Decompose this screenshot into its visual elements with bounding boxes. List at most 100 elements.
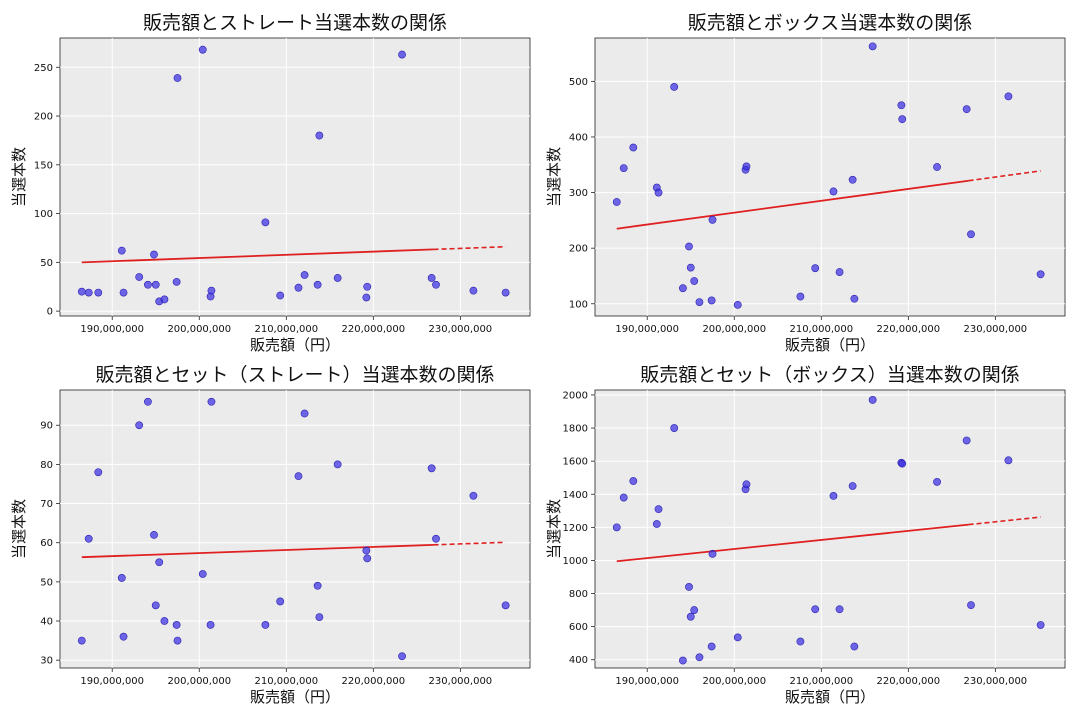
data-point [962, 436, 971, 445]
data-point [150, 250, 158, 259]
data-point [173, 636, 182, 645]
data-point [835, 268, 844, 276]
data-point [84, 288, 93, 297]
data-point [363, 282, 372, 291]
trend-line [81, 248, 434, 264]
x-tick-label: 220,000,000 [342, 676, 406, 687]
y-axis-label: 当選本数 [545, 147, 563, 207]
data-point [151, 280, 160, 289]
y-tick-label: 600 [569, 622, 588, 633]
data-point [119, 632, 128, 641]
data-point [1036, 270, 1045, 279]
data-point [708, 549, 717, 558]
x-tick-label: 230,000,000 [964, 676, 1028, 687]
y-tick-label: 40 [40, 617, 53, 628]
trend-line [616, 523, 969, 563]
data-point [276, 597, 285, 606]
y-axis-label: 当選本数 [545, 499, 563, 559]
data-point [629, 477, 638, 485]
data-point [629, 143, 638, 152]
data-point [654, 505, 663, 514]
data-point [850, 294, 859, 303]
data-point [733, 300, 742, 309]
data-point [300, 271, 309, 279]
data-point [868, 396, 877, 404]
data-point [333, 460, 342, 469]
data-point [300, 409, 309, 418]
data-point [962, 105, 971, 114]
data-point [432, 534, 440, 543]
plot-area [594, 389, 1066, 669]
x-tick-label: 210,000,000 [254, 676, 318, 687]
data-point [1004, 456, 1013, 465]
x-tick-label: 210,000,000 [254, 324, 318, 335]
data-point [294, 283, 303, 292]
data-point [829, 187, 838, 196]
chart-title: 販売額とストレート当選本数の関係 [143, 12, 447, 34]
data-point [897, 101, 906, 110]
x-tick-label: 220,000,000 [877, 324, 941, 335]
x-tick-label: 190,000,000 [615, 324, 679, 335]
x-tick-label: 200,000,000 [167, 676, 231, 687]
data-point [94, 288, 103, 297]
data-point [742, 480, 751, 489]
data-point [811, 264, 820, 273]
trend-line-extension [433, 541, 506, 546]
y-tick-label: 400 [569, 132, 588, 143]
data-point [654, 188, 663, 197]
x-tick-label: 200,000,000 [702, 676, 766, 687]
data-point [144, 397, 152, 406]
chart-panel-2: 190,000,000 200,000,000 210,000,000 220,000… [545, 12, 1066, 354]
trend-line-extension [968, 170, 1041, 182]
data-point [151, 601, 160, 610]
data-point [84, 534, 93, 543]
data-point [685, 583, 693, 591]
data-point [77, 287, 86, 296]
data-point [117, 574, 126, 582]
data-point [619, 164, 628, 173]
y-tick-label: 250 [34, 63, 53, 74]
data-point [135, 273, 144, 281]
data-point [850, 642, 859, 651]
data-point [198, 570, 207, 578]
y-axis-label: 当選本数 [10, 499, 28, 559]
y-tick-label: 150 [34, 160, 53, 171]
data-point [276, 291, 285, 300]
data-point [155, 558, 164, 567]
data-point [313, 581, 322, 590]
data-point [690, 606, 699, 614]
data-point [160, 295, 169, 304]
y-tick-label: 30 [40, 656, 53, 667]
data-point [198, 45, 207, 54]
data-point [707, 296, 716, 305]
data-point [612, 198, 621, 206]
trend-line [81, 543, 434, 559]
data-point [173, 74, 182, 82]
data-point [363, 554, 372, 563]
data-point [933, 163, 941, 171]
data-point [313, 280, 322, 289]
data-point [362, 546, 371, 555]
data-point [1004, 92, 1013, 101]
x-axis-label: 販売額（円） [785, 688, 875, 706]
data-point [160, 617, 169, 625]
data-point [501, 288, 510, 297]
x-tick-label: 210,000,000 [789, 676, 853, 687]
data-point [898, 115, 907, 124]
data-point [333, 274, 342, 282]
data-point [670, 83, 679, 91]
data-point [829, 492, 838, 500]
y-tick-label: 800 [569, 589, 588, 600]
y-tick-label: 2000 [563, 390, 588, 401]
x-tick-label: 220,000,000 [342, 324, 406, 335]
data-point [144, 280, 152, 289]
data-point [94, 468, 103, 477]
data-point [117, 246, 126, 255]
y-tick-label: 70 [40, 499, 53, 510]
data-point [172, 277, 181, 286]
data-point [967, 230, 975, 239]
chart-panel-4: 190,000,000 200,000,000 210,000,000 220,000… [545, 364, 1066, 706]
data-point [652, 520, 661, 528]
data-point [695, 298, 704, 306]
y-axis-label: 当選本数 [10, 147, 28, 207]
